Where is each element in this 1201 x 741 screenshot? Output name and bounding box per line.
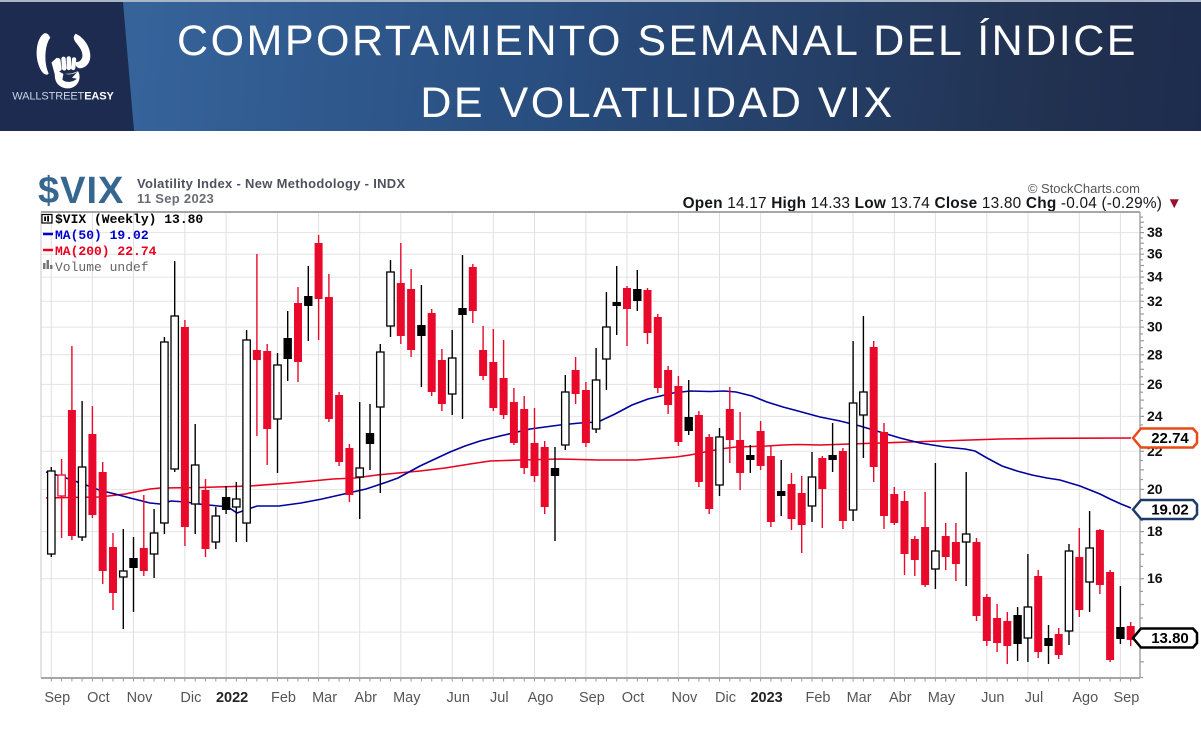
svg-text:Feb: Feb	[271, 690, 296, 706]
svg-text:Jun: Jun	[981, 690, 1004, 706]
svg-text:Nov: Nov	[127, 690, 154, 706]
svg-text:Sep: Sep	[579, 690, 605, 706]
svg-text:20: 20	[1147, 481, 1163, 497]
svg-text:Jul: Jul	[490, 690, 509, 706]
svg-text:Nov: Nov	[672, 690, 699, 706]
svg-text:$VIX (Weekly) 13.80: $VIX (Weekly) 13.80	[55, 212, 203, 227]
svg-text:11 Sep 2023: 11 Sep 2023	[137, 191, 214, 206]
svg-text:May: May	[393, 690, 421, 706]
svg-text:2023: 2023	[750, 690, 782, 706]
svg-text:Abr: Abr	[889, 690, 912, 706]
svg-text:© StockCharts.com: © StockCharts.com	[1028, 181, 1140, 196]
svg-text:13.80: 13.80	[1151, 630, 1189, 647]
svg-text:28: 28	[1147, 346, 1163, 362]
svg-text:34: 34	[1147, 269, 1163, 285]
svg-text:MA(50) 19.02: MA(50) 19.02	[55, 228, 149, 243]
svg-text:Feb: Feb	[806, 690, 831, 706]
svg-text:30: 30	[1147, 319, 1163, 335]
svg-text:26: 26	[1147, 376, 1163, 392]
svg-text:Sep: Sep	[1113, 690, 1139, 706]
svg-text:Ago: Ago	[1072, 690, 1098, 706]
svg-text:Jun: Jun	[447, 690, 470, 706]
svg-text:36: 36	[1147, 246, 1163, 262]
svg-text:Mar: Mar	[312, 690, 337, 706]
svg-text:22.74: 22.74	[1151, 430, 1189, 447]
svg-text:MA(200) 22.74: MA(200) 22.74	[55, 244, 157, 259]
svg-text:Oct: Oct	[87, 690, 110, 706]
svg-text:Volume undef: Volume undef	[55, 260, 149, 275]
svg-text:Dic: Dic	[180, 690, 201, 706]
svg-text:2022: 2022	[216, 690, 248, 706]
svg-text:Abr: Abr	[354, 690, 377, 706]
svg-text:16: 16	[1147, 570, 1163, 586]
svg-text:18: 18	[1147, 523, 1163, 539]
svg-text:24: 24	[1147, 408, 1163, 424]
svg-text:WALLSTREETEASY: WALLSTREETEASY	[12, 91, 114, 103]
svg-text:32: 32	[1147, 293, 1163, 309]
svg-text:Ago: Ago	[528, 690, 554, 706]
svg-text:19.02: 19.02	[1151, 502, 1189, 519]
svg-text:$VIX: $VIX	[38, 170, 124, 212]
svg-text:Sep: Sep	[44, 690, 70, 706]
svg-text:Dic: Dic	[715, 690, 736, 706]
svg-text:Volatility Index - New Methodo: Volatility Index - New Methodology - IND…	[137, 176, 405, 191]
svg-text:Open 14.17 High 14.33 Low 13.7: Open 14.17 High 14.33 Low 13.74 Close 13…	[683, 195, 1182, 212]
svg-text:Jul: Jul	[1025, 690, 1044, 706]
svg-text:Mar: Mar	[847, 690, 872, 706]
svg-text:May: May	[928, 690, 956, 706]
svg-text:Oct: Oct	[622, 690, 645, 706]
svg-text:38: 38	[1147, 224, 1163, 240]
